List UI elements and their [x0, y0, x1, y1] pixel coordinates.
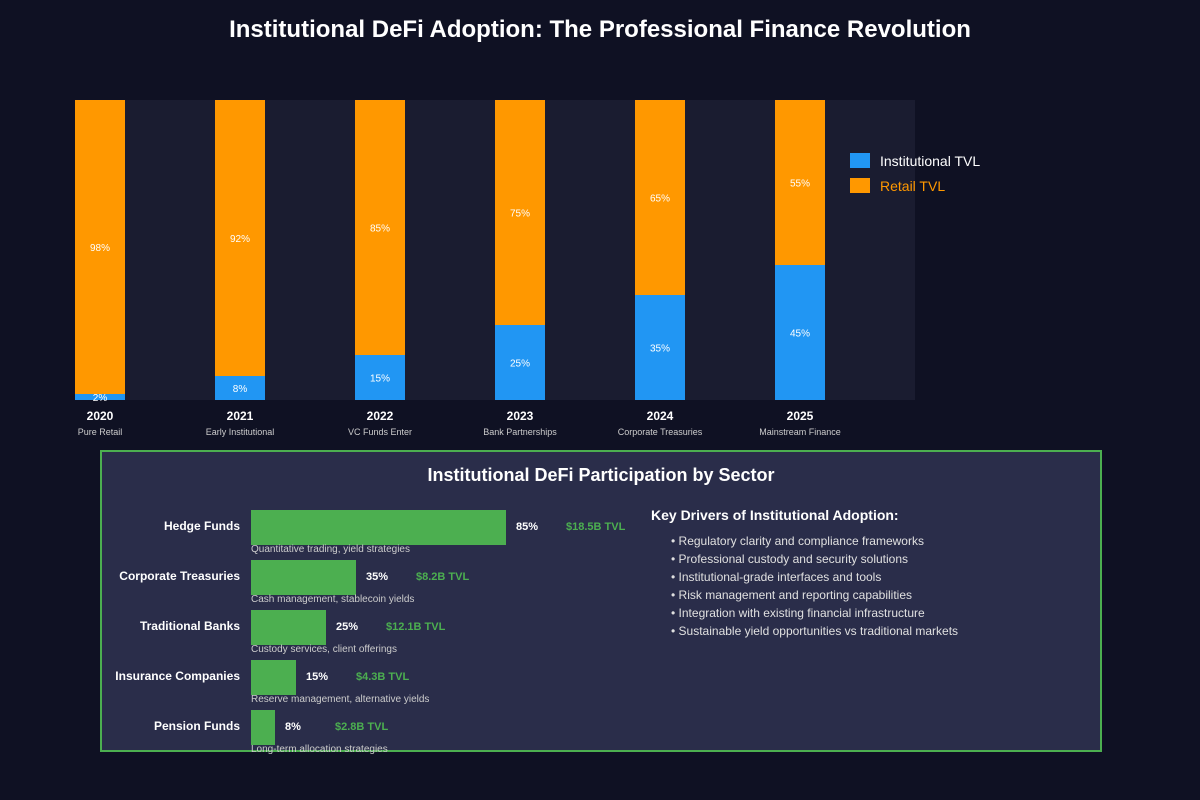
sector-percent: 15% — [306, 671, 329, 683]
bar-institutional — [775, 265, 825, 400]
sector-description: Custody services, client offerings — [251, 644, 397, 655]
bar-retail — [495, 100, 545, 325]
sector-name: Corporate Treasuries — [119, 569, 240, 583]
data-label-institutional: 15% — [370, 374, 390, 385]
bar-retail — [215, 100, 265, 376]
legend-swatch-institutional — [850, 153, 870, 168]
driver-item: Sustainable yield opportunities vs tradi… — [671, 622, 1071, 640]
data-label-institutional: 8% — [233, 384, 248, 395]
key-drivers: Key Drivers of Institutional Adoption: R… — [651, 507, 1071, 640]
year-label: 2020 — [87, 409, 114, 423]
phase-label: Mainstream Finance — [759, 427, 841, 437]
driver-item: Regulatory clarity and compliance framew… — [671, 532, 1071, 550]
bar-retail — [75, 100, 125, 394]
year-label: 2022 — [367, 409, 394, 423]
legend-swatch-retail — [850, 178, 870, 193]
phase-label: Bank Partnerships — [483, 427, 557, 437]
bar-institutional — [355, 355, 405, 400]
sector-row: Insurance Companies 15% $4.3B TVL Reserve m… — [102, 660, 662, 710]
phase-label: Early Institutional — [206, 427, 275, 437]
year-label: 2021 — [227, 409, 254, 423]
sector-bar — [251, 510, 506, 545]
sector-percent: 8% — [285, 721, 301, 733]
sector-percent: 85% — [516, 521, 539, 533]
sector-tvl: $8.2B TVL — [416, 571, 470, 583]
sector-percent: 25% — [336, 621, 359, 633]
phase-label: VC Funds Enter — [348, 427, 412, 437]
sector-row: Hedge Funds 85% $18.5B TVL Quantitative tra… — [102, 510, 662, 560]
sector-row: Traditional Banks 25% $12.1B TVL Custody se… — [102, 610, 662, 660]
legend: Institutional TVL Retail TVL — [850, 148, 980, 198]
sector-bar — [251, 610, 326, 645]
sector-name: Insurance Companies — [115, 669, 240, 683]
data-label-retail: 85% — [370, 224, 390, 235]
chart-title: Institutional DeFi Adoption: The Profess… — [229, 16, 971, 43]
year-label: 2024 — [647, 409, 674, 423]
data-label-retail: 75% — [510, 209, 530, 220]
sector-description: Cash management, stablecoin yields — [251, 594, 415, 605]
bar-institutional — [215, 376, 265, 400]
sector-name: Hedge Funds — [163, 519, 240, 533]
stacked-bar-chart: 98% 2% 2020 Pure Retail 92% 8% 2021 Early Insti… — [75, 100, 915, 437]
driver-item: Risk management and reporting capabiliti… — [671, 586, 1071, 604]
sector-description: Long-term allocation strategies — [251, 744, 388, 755]
driver-item: Institutional-grade interfaces and tools — [671, 568, 1071, 586]
bar-institutional — [75, 394, 125, 400]
sector-row: Pension Funds 8% $2.8B TVL Long-term alloca… — [102, 710, 662, 760]
phase-label: Pure Retail — [78, 427, 123, 437]
legend-label-retail: Retail TVL — [880, 177, 946, 194]
bar-retail — [635, 100, 685, 295]
sector-row: Corporate Treasuries 35% $8.2B TVL Cash man… — [102, 560, 662, 610]
legend-item-retail: Retail TVL — [850, 173, 980, 198]
bar-institutional — [635, 295, 685, 400]
sector-name: Traditional Banks — [139, 619, 240, 633]
sector-bar — [251, 660, 296, 695]
sector-description: Quantitative trading, yield strategies — [251, 544, 410, 555]
key-drivers-title: Key Drivers of Institutional Adoption: — [651, 507, 899, 523]
legend-item-institutional: Institutional TVL — [850, 148, 980, 173]
data-label-retail: 65% — [650, 194, 670, 205]
sector-tvl: $4.3B TVL — [356, 671, 410, 683]
year-label: 2023 — [507, 409, 534, 423]
data-label-retail: 92% — [230, 234, 250, 245]
data-label-retail: 98% — [90, 243, 110, 254]
sector-description: Reserve management, alternative yields — [251, 694, 430, 705]
bar-institutional — [495, 325, 545, 400]
bar-retail — [775, 100, 825, 265]
sector-tvl: $18.5B TVL — [566, 521, 626, 533]
sector-tvl: $2.8B TVL — [335, 721, 389, 733]
sector-name: Pension Funds — [153, 719, 240, 733]
sector-bar — [251, 560, 356, 595]
sector-tvl: $12.1B TVL — [386, 621, 446, 633]
legend-label-institutional: Institutional TVL — [880, 152, 981, 169]
bar-retail — [355, 100, 405, 355]
sector-panel: Institutional DeFi Participation by Sect… — [100, 450, 1102, 755]
phase-label: Corporate Treasuries — [618, 427, 703, 437]
driver-item: Integration with existing financial infr… — [671, 604, 1071, 622]
sector-panel-title: Institutional DeFi Participation by Sect… — [427, 465, 775, 485]
data-label-retail: 55% — [790, 179, 810, 190]
sector-bar — [251, 710, 275, 745]
year-label: 2025 — [787, 409, 814, 423]
driver-item: Professional custody and security soluti… — [671, 550, 1071, 568]
data-label-institutional: 45% — [790, 329, 810, 340]
sector-percent: 35% — [366, 571, 389, 583]
data-label-institutional: 25% — [510, 359, 530, 370]
key-drivers-list: Regulatory clarity and compliance framew… — [651, 532, 1071, 640]
data-label-institutional: 35% — [650, 344, 670, 355]
data-label-institutional: 2% — [93, 393, 108, 404]
